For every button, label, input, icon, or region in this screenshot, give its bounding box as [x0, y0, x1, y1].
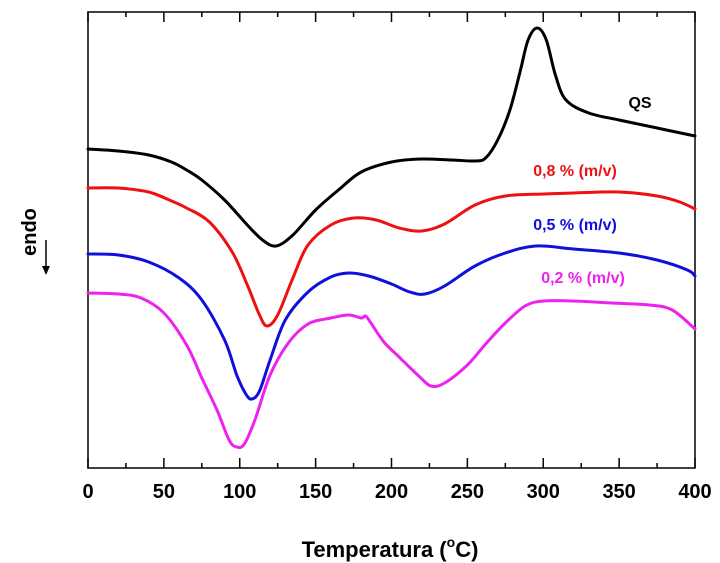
x-tick-label: 250 — [451, 481, 484, 503]
x-tick-label: 200 — [375, 481, 408, 503]
x-tick-label: 50 — [153, 481, 175, 503]
endo-arrow — [42, 240, 50, 275]
series-line-2 — [86, 244, 697, 401]
series-line-3 — [86, 291, 697, 450]
x-axis-label: Temperatura (oC) — [302, 534, 479, 562]
x-tick-label: 0 — [82, 481, 93, 503]
series-line-0 — [86, 26, 697, 248]
x-tick-label: 300 — [527, 481, 560, 503]
series-label-0: QS — [628, 95, 651, 112]
x-tick-label: 150 — [299, 481, 332, 503]
series-label-1: 0,8 % (m/v) — [533, 163, 617, 180]
x-tick-label: 100 — [223, 481, 256, 503]
series-label-3: 0,2 % (m/v) — [541, 270, 625, 287]
x-tick-label: 350 — [602, 481, 635, 503]
y-axis-label: endo — [19, 208, 41, 256]
series-label-2: 0,5 % (m/v) — [533, 217, 617, 234]
plot-frame — [87, 11, 696, 469]
series-line-1 — [86, 186, 697, 328]
x-tick-label: 400 — [678, 481, 711, 503]
